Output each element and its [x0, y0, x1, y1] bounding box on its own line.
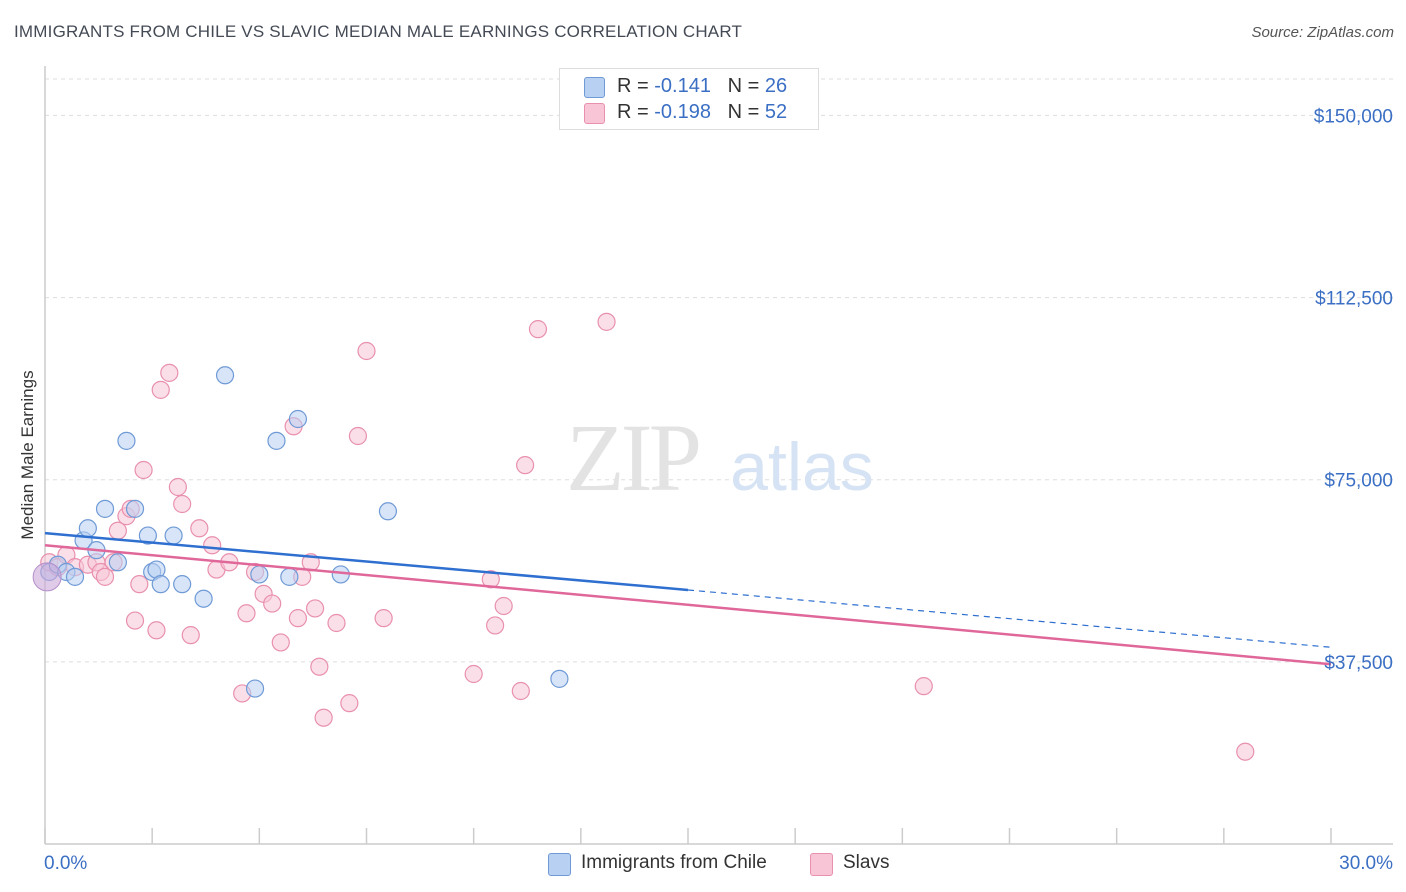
chile-point [378, 502, 398, 521]
slavs-point [125, 611, 145, 630]
chile-point [164, 526, 183, 545]
slavs-point [357, 341, 376, 361]
chile-trend-line-extrapolated [687, 589, 1332, 648]
slavs-point [314, 708, 333, 727]
legend-swatch-slavs [584, 103, 605, 124]
source-credit: Source: ZipAtlas.com [1251, 24, 1394, 41]
chile-point [288, 409, 308, 429]
legend-n-label-chile: N = [727, 75, 765, 97]
slavs-point [597, 312, 616, 331]
chile-point [108, 553, 127, 572]
chile-point [215, 366, 235, 385]
legend-r-value-slavs: -0.198 [654, 101, 711, 123]
chile-point [245, 679, 265, 698]
y-tick-label: $75,000 [1324, 471, 1393, 492]
x-tick-label-min: 0.0% [44, 853, 87, 874]
chile-point [250, 565, 269, 584]
watermark-atlas: atlas [730, 429, 874, 505]
slavs-point [203, 536, 222, 555]
chile-point [95, 499, 115, 518]
slavs-point [305, 599, 325, 618]
slavs-point [288, 609, 308, 628]
y-axis-label: Median Male Earnings [18, 370, 37, 540]
chile-point [194, 589, 213, 608]
legend-n-label-slavs: N = [727, 101, 765, 123]
y-tick-label: $150,000 [1314, 106, 1393, 127]
slavs-trend-line [44, 544, 1332, 666]
chile-point [117, 431, 136, 450]
legend-r-label-chile: R = [617, 75, 655, 97]
slavs-point [914, 677, 933, 696]
bottom-legend-label-slavs: Slavs [843, 852, 890, 873]
watermark-zip: ZIP [566, 404, 699, 511]
slavs-point [95, 567, 115, 586]
slavs-point [327, 613, 346, 633]
slavs-point [374, 609, 393, 628]
chile-point [173, 575, 192, 594]
y-tick-labels: $37,500 $75,000 $112,500 $150,000 [1314, 106, 1393, 673]
slavs-point [237, 604, 256, 623]
y-tick-label: $37,500 [1324, 653, 1393, 674]
slavs-point [168, 477, 187, 497]
cluster-point [32, 562, 62, 592]
chile-point [267, 431, 286, 450]
x-tick-label-max: 30.0% [1339, 853, 1393, 874]
slavs-point [130, 575, 149, 594]
slavs-point [340, 694, 359, 713]
legend-r-value-chile: -0.141 [654, 75, 711, 97]
trend-lines [44, 531, 1332, 666]
bottom-legend-label-chile: Immigrants from Chile [581, 852, 767, 873]
slavs-point [511, 681, 530, 701]
slavs-point [134, 460, 153, 480]
chile-point [125, 499, 145, 518]
y-tick-label: $112,500 [1315, 289, 1393, 310]
watermark: ZIP atlas [566, 404, 874, 511]
slavs-point [263, 594, 282, 613]
axes [44, 66, 1393, 845]
slavs-point [464, 664, 483, 684]
slavs-point [271, 633, 290, 652]
slavs-point [528, 320, 548, 339]
slavs-point [160, 363, 179, 382]
chile-point [550, 669, 569, 688]
bottom-legend-swatch-chile [548, 853, 571, 876]
legend-n-value-slavs: 52 [764, 101, 788, 123]
chile-point [151, 575, 170, 594]
slavs-point [516, 456, 535, 475]
slavs-point [1236, 742, 1255, 761]
slavs-point [494, 596, 513, 616]
chart-title: IMMIGRANTS FROM CHILE VS SLAVIC MEDIAN M… [14, 22, 743, 41]
slavs-point [151, 380, 170, 399]
legend-n-value-chile: 26 [764, 75, 788, 97]
slavs-point [486, 616, 505, 635]
slavs-point [190, 519, 209, 538]
slavs-point [310, 657, 329, 676]
x-tick-labels: 0.0% 30.0% [44, 853, 1393, 874]
slavs-point [181, 626, 200, 645]
correlation-legend: R = -0.141 N = 26 R = -0.198 N = 52 [559, 68, 819, 130]
chile-point [280, 567, 299, 586]
chile-point [78, 519, 97, 538]
slavs-point [348, 426, 368, 446]
chile-point [65, 567, 85, 586]
legend-r-label-slavs: R = [617, 101, 655, 123]
chile-point [138, 526, 157, 545]
bottom-legend-swatch-slavs [810, 853, 833, 876]
legend-swatch-chile [584, 77, 605, 98]
slavs-point [173, 494, 192, 514]
chile-trend-line [44, 531, 689, 592]
data-points [32, 312, 1255, 761]
slavs-point [147, 621, 166, 640]
